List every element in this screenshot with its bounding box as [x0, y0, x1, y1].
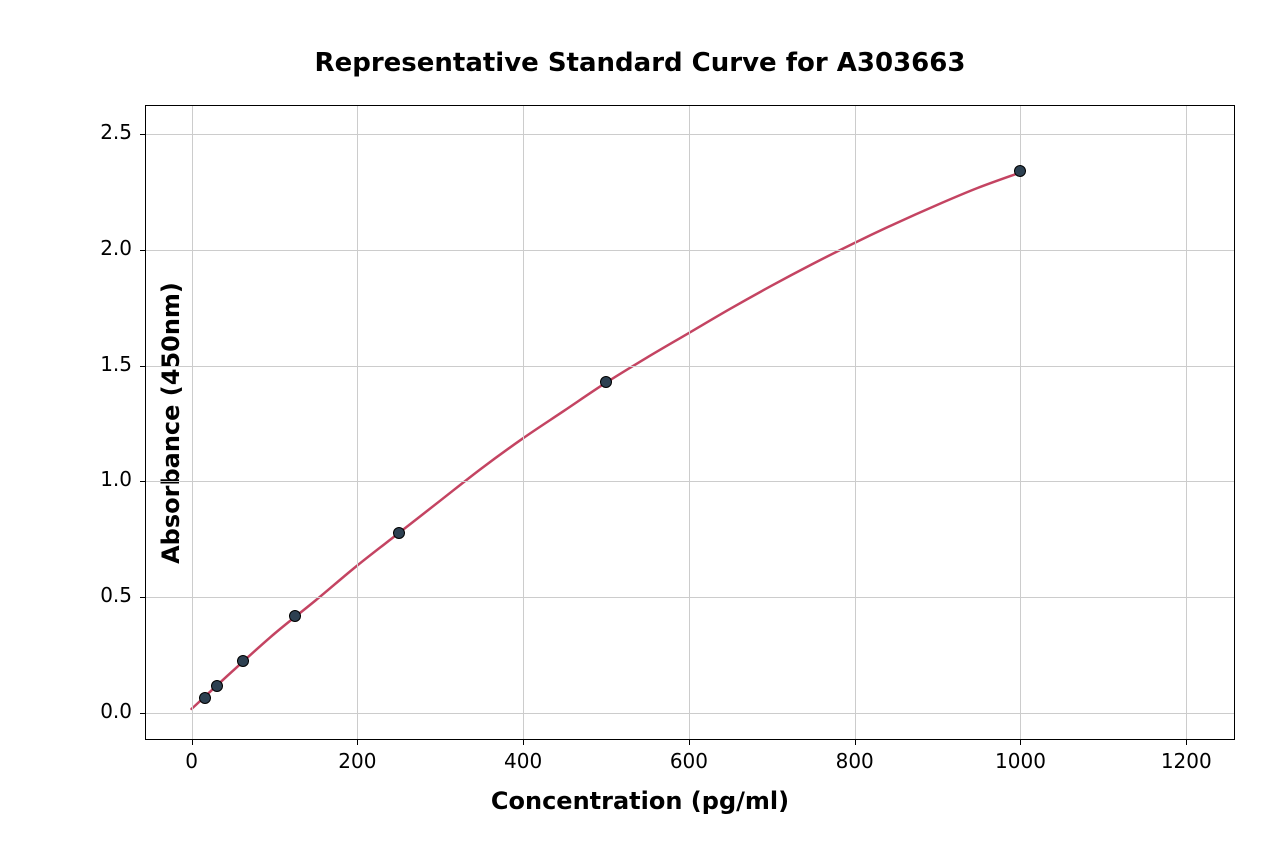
y-tick [140, 250, 146, 251]
grid-line-vertical [192, 106, 193, 739]
y-tick [140, 597, 146, 598]
y-tick [140, 366, 146, 367]
y-tick [140, 481, 146, 482]
plot-area: 0200400600800100012000.00.51.01.52.02.5 [145, 105, 1235, 740]
x-tick [523, 739, 524, 745]
grid-line-horizontal [146, 250, 1234, 251]
x-tick [855, 739, 856, 745]
y-tick-label: 1.0 [100, 467, 132, 491]
x-tick-label: 1200 [1161, 749, 1212, 773]
data-point [237, 655, 249, 667]
x-axis-label: Concentration (pg/ml) [0, 787, 1280, 815]
grid-line-horizontal [146, 134, 1234, 135]
data-point [1014, 165, 1026, 177]
data-point [393, 527, 405, 539]
chart-title: Representative Standard Curve for A30366… [0, 48, 1280, 78]
x-tick [1020, 739, 1021, 745]
y-tick [140, 134, 146, 135]
grid-line-horizontal [146, 481, 1234, 482]
x-tick [357, 739, 358, 745]
grid-line-vertical [523, 106, 524, 739]
data-point [211, 680, 223, 692]
y-tick-label: 0.5 [100, 583, 132, 607]
y-tick [140, 713, 146, 714]
x-tick-label: 0 [185, 749, 198, 773]
data-point [600, 376, 612, 388]
x-tick-label: 200 [338, 749, 376, 773]
data-point [289, 610, 301, 622]
data-point [199, 692, 211, 704]
grid-line-horizontal [146, 597, 1234, 598]
grid-line-vertical [855, 106, 856, 739]
curve-line [146, 106, 1234, 739]
y-tick-label: 0.0 [100, 699, 132, 723]
chart-container: Representative Standard Curve for A30366… [0, 0, 1280, 845]
y-tick-label: 2.5 [100, 120, 132, 144]
x-tick-label: 400 [504, 749, 542, 773]
grid-line-horizontal [146, 713, 1234, 714]
x-tick [1186, 739, 1187, 745]
x-tick [192, 739, 193, 745]
grid-line-horizontal [146, 366, 1234, 367]
y-tick-label: 2.0 [100, 236, 132, 260]
grid-line-vertical [1020, 106, 1021, 739]
grid-line-vertical [357, 106, 358, 739]
x-tick-label: 1000 [995, 749, 1046, 773]
y-tick-label: 1.5 [100, 352, 132, 376]
x-tick-label: 800 [836, 749, 874, 773]
x-tick-label: 600 [670, 749, 708, 773]
grid-line-vertical [689, 106, 690, 739]
grid-line-vertical [1186, 106, 1187, 739]
x-tick [689, 739, 690, 745]
